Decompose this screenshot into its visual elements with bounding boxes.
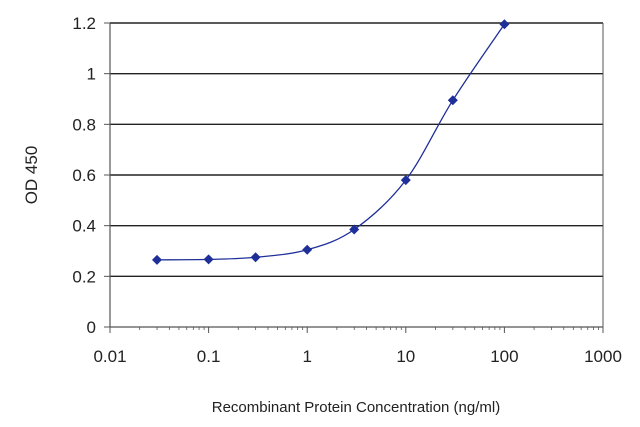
y-tick-label: 1.2 bbox=[72, 14, 96, 33]
y-tick-label: 1 bbox=[87, 65, 96, 84]
x-tick-labels: 0.01 0.1 1 10 100 1000 bbox=[93, 347, 621, 366]
y-tick-label: 0.4 bbox=[72, 217, 96, 236]
y-axis-title: OD 450 bbox=[22, 146, 41, 205]
y-tick-label: 0.6 bbox=[72, 166, 96, 185]
x-tick-label: 0.1 bbox=[197, 347, 221, 366]
data-point bbox=[203, 254, 214, 265]
x-tick-label: 0.01 bbox=[93, 347, 126, 366]
data-point bbox=[499, 19, 510, 30]
data-point bbox=[152, 254, 162, 265]
series-curve bbox=[156, 23, 505, 261]
x-tick-label: 100 bbox=[490, 347, 518, 366]
x-tick-label: 1 bbox=[302, 347, 311, 366]
x-tick-label: 10 bbox=[396, 347, 415, 366]
data-point bbox=[400, 175, 411, 186]
data-point bbox=[349, 224, 360, 235]
y-tick-labels: 0 0.2 0.4 0.6 0.8 1 1.2 bbox=[72, 14, 96, 337]
series-points bbox=[152, 19, 510, 265]
series-line bbox=[156, 23, 505, 261]
x-tick-label: 1000 bbox=[584, 347, 622, 366]
y-tick-label: 0.2 bbox=[72, 267, 96, 286]
data-point bbox=[447, 95, 458, 106]
grid-lines bbox=[110, 22, 603, 278]
x-axis-title: Recombinant Protein Concentration (ng/ml… bbox=[212, 399, 500, 416]
data-point bbox=[302, 244, 313, 255]
y-tick-label: 0.8 bbox=[72, 115, 96, 134]
y-tick-label: 0 bbox=[87, 318, 96, 337]
axes bbox=[104, 22, 604, 333]
data-point bbox=[250, 252, 261, 263]
